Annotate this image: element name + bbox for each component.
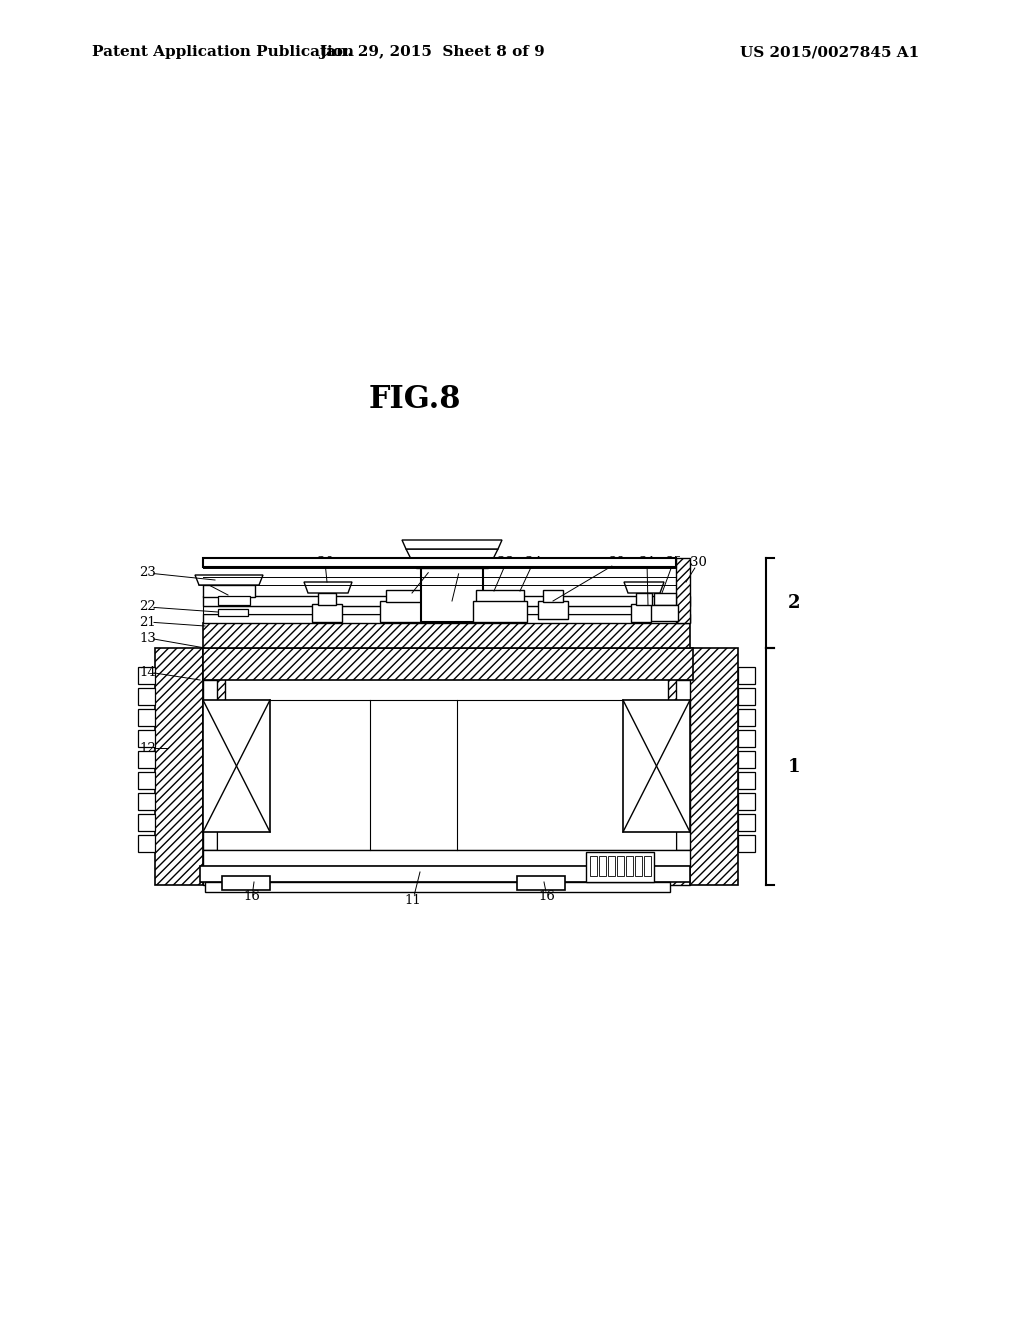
Bar [203, 623, 690, 648]
Text: 25: 25 [665, 557, 681, 569]
Polygon shape [624, 582, 664, 593]
Bar [203, 680, 217, 850]
Bar [203, 558, 676, 568]
Text: 21: 21 [139, 615, 157, 628]
Bar [635, 855, 642, 876]
Text: 1: 1 [788, 758, 801, 776]
Bar [623, 700, 690, 832]
Polygon shape [738, 793, 755, 810]
Polygon shape [738, 730, 755, 747]
Bar [543, 590, 563, 602]
Bar [676, 680, 690, 850]
Polygon shape [738, 814, 755, 832]
Text: 34: 34 [524, 557, 542, 569]
Text: 13: 13 [139, 631, 157, 644]
Polygon shape [304, 582, 352, 593]
Text: 14: 14 [139, 665, 157, 678]
Bar [203, 585, 255, 597]
Bar [200, 866, 690, 882]
Bar [416, 558, 488, 568]
Polygon shape [138, 836, 155, 851]
Bar [203, 606, 690, 614]
Text: US 2015/0027845 A1: US 2015/0027845 A1 [740, 45, 920, 59]
Text: 16: 16 [539, 891, 555, 903]
Polygon shape [138, 688, 155, 705]
Text: 24: 24 [452, 561, 468, 574]
Polygon shape [138, 772, 155, 789]
Text: 30: 30 [316, 556, 334, 569]
Bar [205, 882, 670, 892]
Polygon shape [138, 730, 155, 747]
Text: Patent Application Publication: Patent Application Publication [92, 45, 354, 59]
Polygon shape [138, 793, 155, 810]
Text: Jan. 29, 2015  Sheet 8 of 9: Jan. 29, 2015 Sheet 8 of 9 [319, 45, 545, 59]
Polygon shape [738, 688, 755, 705]
Bar [538, 601, 568, 619]
Polygon shape [738, 772, 755, 789]
Text: 22: 22 [139, 601, 157, 614]
Bar [608, 855, 615, 876]
Bar [668, 648, 690, 884]
Bar [654, 593, 676, 605]
Text: 12: 12 [139, 742, 157, 755]
Bar [203, 700, 270, 832]
Polygon shape [138, 814, 155, 832]
Polygon shape [195, 576, 263, 585]
Bar [631, 605, 651, 622]
Bar [586, 851, 654, 882]
Bar [650, 605, 678, 620]
Bar [386, 590, 422, 602]
Bar [517, 876, 565, 890]
Bar [217, 700, 676, 850]
Bar [690, 648, 738, 884]
Bar [203, 614, 690, 623]
Bar [626, 855, 633, 876]
Bar [380, 601, 428, 622]
Polygon shape [738, 667, 755, 684]
Bar [203, 648, 693, 680]
Bar [421, 568, 483, 622]
Bar [590, 855, 597, 876]
Bar [473, 601, 527, 622]
Bar [203, 648, 225, 884]
Bar [203, 597, 690, 606]
Bar [676, 558, 690, 623]
Text: 11: 11 [404, 894, 421, 907]
Bar [636, 593, 652, 605]
Bar [218, 597, 250, 605]
Polygon shape [406, 549, 498, 558]
Bar [218, 609, 248, 616]
Text: 27: 27 [424, 561, 440, 574]
Polygon shape [138, 667, 155, 684]
Bar [312, 605, 342, 622]
Polygon shape [138, 709, 155, 726]
Text: 33: 33 [498, 557, 514, 569]
Text: 23: 23 [139, 566, 157, 579]
Text: FIG.8: FIG.8 [369, 384, 461, 416]
Bar [599, 855, 606, 876]
Text: 29: 29 [608, 557, 626, 569]
Text: 32: 32 [197, 577, 213, 590]
Polygon shape [738, 751, 755, 768]
Polygon shape [738, 836, 755, 851]
Polygon shape [402, 540, 502, 549]
Bar [640, 606, 665, 619]
Text: 30: 30 [689, 557, 707, 569]
Bar [203, 850, 690, 866]
Bar [644, 855, 651, 876]
Text: 2: 2 [788, 594, 801, 612]
Bar [155, 648, 203, 884]
Polygon shape [738, 709, 755, 726]
Polygon shape [138, 751, 155, 768]
Bar [318, 593, 336, 605]
Bar [476, 590, 524, 602]
Bar [617, 855, 624, 876]
Text: 16: 16 [244, 891, 260, 903]
Bar [222, 876, 270, 890]
Text: 31: 31 [639, 557, 655, 569]
